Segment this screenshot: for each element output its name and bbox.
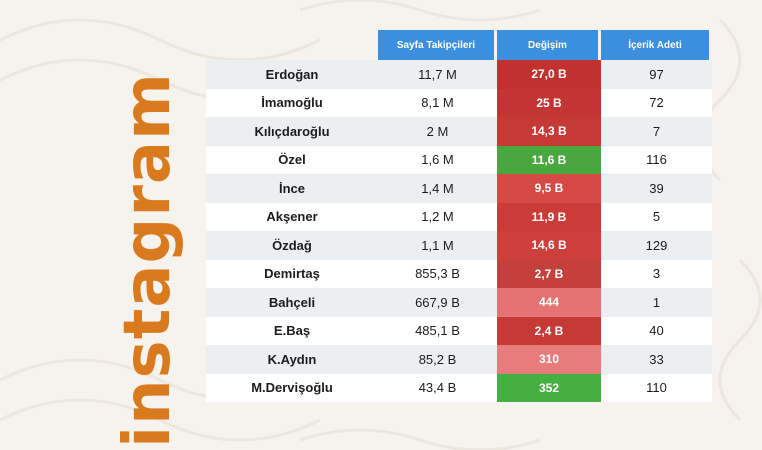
cell-content-count: 97 bbox=[649, 66, 664, 82]
cell-followers: 11,7 M bbox=[418, 66, 457, 82]
cell-followers: 8,1 M bbox=[421, 95, 454, 111]
cell-change: 2,4 B bbox=[497, 316, 601, 345]
stats-table: Sayfa Takipçileri Değişim İçerik Adeti E… bbox=[206, 30, 712, 402]
cell-name: İnce bbox=[278, 180, 305, 196]
cell-name: K.Aydın bbox=[267, 351, 317, 367]
cell-name: E.Baş bbox=[273, 323, 311, 339]
cell-change: 352 bbox=[497, 373, 601, 402]
cell-change: 444 bbox=[497, 288, 601, 317]
cell-followers: 1,4 M bbox=[421, 180, 454, 196]
header-content-count: İçerik Adeti bbox=[601, 30, 709, 60]
cell-change: 27,0 B bbox=[497, 60, 601, 89]
cell-followers: 2 M bbox=[426, 123, 449, 139]
cell-followers: 1,6 M bbox=[421, 152, 454, 168]
cell-name: İmamoğlu bbox=[261, 95, 323, 111]
cell-name: Demirtaş bbox=[264, 266, 320, 282]
table-row: M.Dervişoğlu 43,4 B 352 110 bbox=[206, 373, 712, 402]
cell-followers: 85,2 B bbox=[418, 351, 457, 367]
table-row: K.Aydın 85,2 B 310 33 bbox=[206, 345, 712, 374]
cell-followers: 1,1 M bbox=[421, 237, 454, 253]
cell-content-count: 1 bbox=[652, 294, 661, 310]
cell-followers: 1,2 M bbox=[421, 209, 454, 225]
table-row: Özel 1,6 M 11,6 B 116 bbox=[206, 145, 712, 174]
cell-content-count: 39 bbox=[649, 180, 664, 196]
table-row: Demirtaş 855,3 B 2,7 B 3 bbox=[206, 259, 712, 288]
cell-content-count: 7 bbox=[652, 123, 661, 139]
cell-content-count: 72 bbox=[649, 95, 664, 111]
cell-change: 9,5 B bbox=[497, 174, 601, 203]
cell-change: 14,6 B bbox=[497, 231, 601, 260]
cell-content-count: 129 bbox=[645, 237, 668, 253]
table-header: Sayfa Takipçileri Değişim İçerik Adeti bbox=[378, 30, 712, 60]
cell-name: Özel bbox=[278, 152, 306, 168]
cell-change: 14,3 B bbox=[497, 117, 601, 146]
cell-name: Erdoğan bbox=[265, 66, 319, 82]
cell-followers: 485,1 B bbox=[415, 323, 460, 339]
cell-name: Kılıçdaroğlu bbox=[254, 123, 330, 139]
table-row: Erdoğan 11,7 M 27,0 B 97 bbox=[206, 60, 712, 89]
cell-content-count: 3 bbox=[652, 266, 661, 282]
cell-name: M.Dervişoğlu bbox=[251, 380, 333, 396]
table-row: Akşener 1,2 M 11,9 B 5 bbox=[206, 202, 712, 231]
cell-content-count: 33 bbox=[649, 351, 664, 367]
cell-name: Bahçeli bbox=[268, 294, 316, 310]
cell-content-count: 116 bbox=[646, 152, 667, 168]
cell-followers: 43,4 B bbox=[418, 380, 457, 396]
instagram-title: instagram bbox=[111, 72, 185, 448]
header-followers: Sayfa Takipçileri bbox=[378, 30, 494, 60]
table-row: Özdağ 1,1 M 14,6 B 129 bbox=[206, 231, 712, 260]
cell-change: 2,7 B bbox=[497, 259, 601, 288]
table-body: Erdoğan 11,7 M 27,0 B 97 İmamoğlu 8,1 M 25 B 72… bbox=[206, 60, 712, 402]
table-row: İmamoğlu 8,1 M 25 B 72 bbox=[206, 88, 712, 117]
cell-name: Akşener bbox=[266, 209, 318, 225]
cell-followers: 855,3 B bbox=[415, 266, 460, 282]
header-change: Değişim bbox=[497, 30, 598, 60]
cell-change: 11,6 B bbox=[497, 145, 601, 174]
table-row: Kılıçdaroğlu 2 M 14,3 B 7 bbox=[206, 117, 712, 146]
cell-change: 310 bbox=[497, 345, 601, 374]
cell-content-count: 110 bbox=[646, 380, 667, 396]
cell-content-count: 5 bbox=[652, 209, 661, 225]
table-row: E.Baş 485,1 B 2,4 B 40 bbox=[206, 316, 712, 345]
cell-content-count: 40 bbox=[649, 323, 664, 339]
cell-change: 11,9 B bbox=[497, 202, 601, 231]
table-row: İnce 1,4 M 9,5 B 39 bbox=[206, 174, 712, 203]
cell-name: Özdağ bbox=[272, 237, 312, 253]
cell-change: 25 B bbox=[497, 88, 601, 117]
table-row: Bahçeli 667,9 B 444 1 bbox=[206, 288, 712, 317]
cell-followers: 667,9 B bbox=[415, 294, 460, 310]
